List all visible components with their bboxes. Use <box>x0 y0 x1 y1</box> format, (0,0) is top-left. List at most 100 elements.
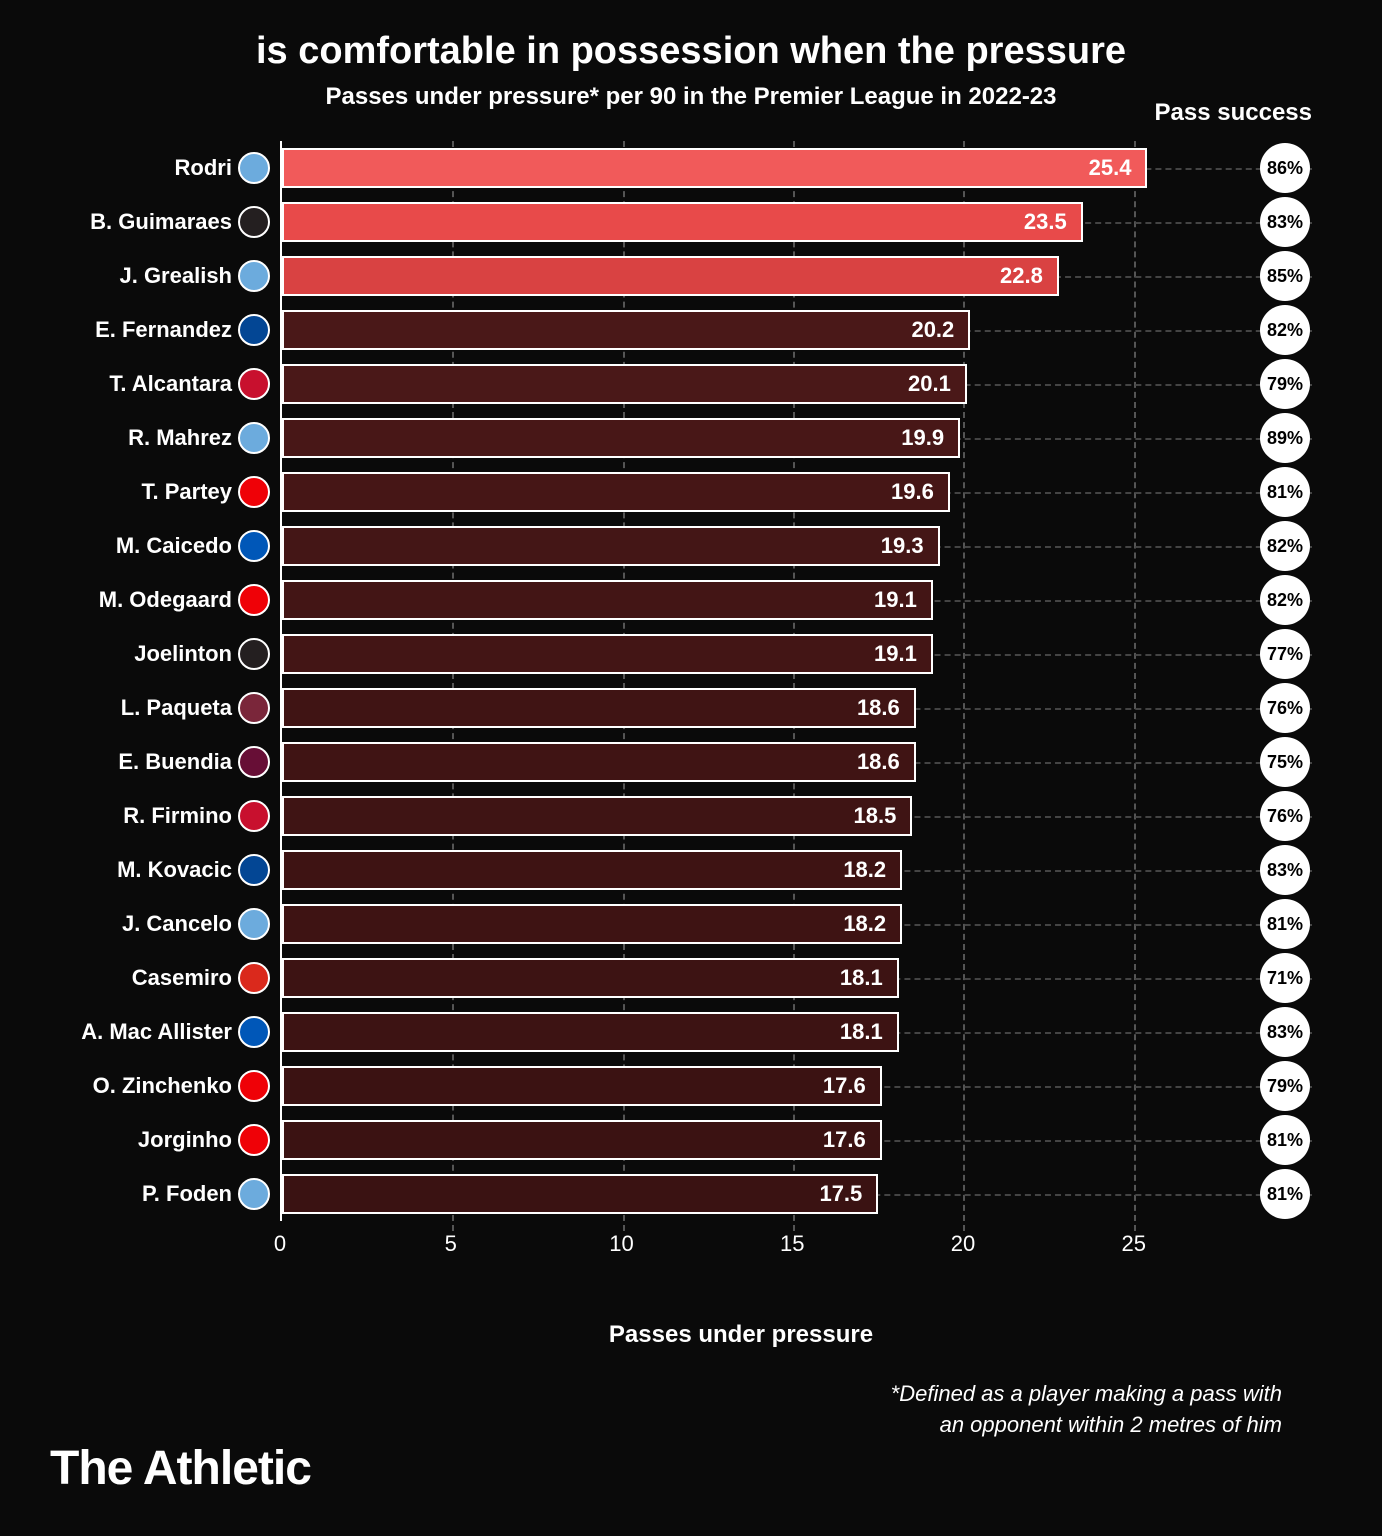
player-name: E. Fernandez <box>62 317 232 343</box>
player-row: J. Grealish22.885% <box>282 249 1202 303</box>
team-badge-icon <box>238 908 270 940</box>
player-row: L. Paqueta18.676% <box>282 681 1202 735</box>
value-bar: 18.6 <box>282 742 916 782</box>
team-badge-icon <box>238 1016 270 1048</box>
value-bar: 19.3 <box>282 526 940 566</box>
value-bar: 18.1 <box>282 1012 899 1052</box>
value-bar: 23.5 <box>282 202 1083 242</box>
team-badge-icon <box>238 152 270 184</box>
team-badge-icon <box>238 530 270 562</box>
value-bar: 19.9 <box>282 418 960 458</box>
player-row: P. Foden17.581% <box>282 1167 1202 1221</box>
player-name: R. Mahrez <box>62 425 232 451</box>
value-bar: 18.1 <box>282 958 899 998</box>
player-name: M. Caicedo <box>62 533 232 559</box>
value-bar: 18.2 <box>282 850 902 890</box>
value-bar: 19.1 <box>282 634 933 674</box>
chart-subtitle: Passes under pressure* per 90 in the Pre… <box>60 83 1322 111</box>
player-name: L. Paqueta <box>62 695 232 721</box>
player-name: Jorginho <box>62 1127 232 1153</box>
team-badge-icon <box>238 746 270 778</box>
x-tick: 20 <box>951 1231 975 1257</box>
team-badge-icon <box>238 1124 270 1156</box>
player-row: R. Firmino18.576% <box>282 789 1202 843</box>
player-row: J. Cancelo18.281% <box>282 897 1202 951</box>
pass-success-value: 76% <box>1260 791 1310 841</box>
x-tick: 5 <box>445 1231 457 1257</box>
chart-footnote: *Defined as a player making a pass with … <box>60 1379 1282 1441</box>
pass-success-value: 81% <box>1260 467 1310 517</box>
x-tick: 0 <box>274 1231 286 1257</box>
player-row: T. Alcantara20.179% <box>282 357 1202 411</box>
value-bar: 20.2 <box>282 310 970 350</box>
brand-logo: The Athletic <box>50 1441 311 1496</box>
pass-success-value: 77% <box>1260 629 1310 679</box>
player-row: B. Guimaraes23.583% <box>282 195 1202 249</box>
pass-success-value: 83% <box>1260 197 1310 247</box>
player-name: Rodri <box>62 155 232 181</box>
pass-success-value: 82% <box>1260 521 1310 571</box>
pass-success-value: 83% <box>1260 845 1310 895</box>
team-badge-icon <box>238 962 270 994</box>
value-bar: 22.8 <box>282 256 1059 296</box>
player-row: O. Zinchenko17.679% <box>282 1059 1202 1113</box>
pass-success-value: 82% <box>1260 575 1310 625</box>
player-name: R. Firmino <box>62 803 232 829</box>
player-name: B. Guimaraes <box>62 209 232 235</box>
pass-success-value: 86% <box>1260 143 1310 193</box>
team-badge-icon <box>238 314 270 346</box>
team-badge-icon <box>238 422 270 454</box>
value-bar: 19.6 <box>282 472 950 512</box>
team-badge-icon <box>238 854 270 886</box>
player-row: M. Caicedo19.382% <box>282 519 1202 573</box>
team-badge-icon <box>238 584 270 616</box>
pass-success-value: 81% <box>1260 1115 1310 1165</box>
chart-wrap: Pass success Rodri25.486%B. Guimaraes23.… <box>280 141 1202 1349</box>
pass-success-value: 79% <box>1260 1061 1310 1111</box>
player-name: E. Buendia <box>62 749 232 775</box>
x-tick: 25 <box>1121 1231 1145 1257</box>
pass-success-value: 82% <box>1260 305 1310 355</box>
pass-success-header: Pass success <box>1155 99 1312 127</box>
pass-success-value: 83% <box>1260 1007 1310 1057</box>
player-name: A. Mac Allister <box>62 1019 232 1045</box>
value-bar: 20.1 <box>282 364 967 404</box>
value-bar: 18.5 <box>282 796 912 836</box>
player-name: P. Foden <box>62 1181 232 1207</box>
value-bar: 17.6 <box>282 1066 882 1106</box>
player-name: T. Partey <box>62 479 232 505</box>
player-name: O. Zinchenko <box>62 1073 232 1099</box>
player-name: Casemiro <box>62 965 232 991</box>
pass-success-value: 75% <box>1260 737 1310 787</box>
value-bar: 18.6 <box>282 688 916 728</box>
team-badge-icon <box>238 260 270 292</box>
player-name: M. Kovacic <box>62 857 232 883</box>
player-row: Joelinton19.177% <box>282 627 1202 681</box>
player-row: E. Buendia18.675% <box>282 735 1202 789</box>
team-badge-icon <box>238 692 270 724</box>
team-badge-icon <box>238 638 270 670</box>
team-badge-icon <box>238 800 270 832</box>
pass-success-value: 89% <box>1260 413 1310 463</box>
pass-success-value: 71% <box>1260 953 1310 1003</box>
x-axis-label: Passes under pressure <box>280 1321 1202 1349</box>
value-bar: 18.2 <box>282 904 902 944</box>
player-name: T. Alcantara <box>62 371 232 397</box>
player-row: E. Fernandez20.282% <box>282 303 1202 357</box>
player-row: R. Mahrez19.989% <box>282 411 1202 465</box>
footnote-line-2: an opponent within 2 metres of him <box>940 1412 1282 1437</box>
value-bar: 17.6 <box>282 1120 882 1160</box>
value-bar: 25.4 <box>282 148 1147 188</box>
team-badge-icon <box>238 368 270 400</box>
team-badge-icon <box>238 206 270 238</box>
pass-success-value: 79% <box>1260 359 1310 409</box>
pass-success-value: 85% <box>1260 251 1310 301</box>
player-row: M. Odegaard19.182% <box>282 573 1202 627</box>
chart-area: Rodri25.486%B. Guimaraes23.583%J. Greali… <box>280 141 1202 1221</box>
footnote-line-1: *Defined as a player making a pass with <box>891 1381 1282 1406</box>
chart-title: is comfortable in possession when the pr… <box>60 30 1322 73</box>
player-row: Casemiro18.171% <box>282 951 1202 1005</box>
x-tick: 15 <box>780 1231 804 1257</box>
team-badge-icon <box>238 1178 270 1210</box>
value-bar: 17.5 <box>282 1174 878 1214</box>
